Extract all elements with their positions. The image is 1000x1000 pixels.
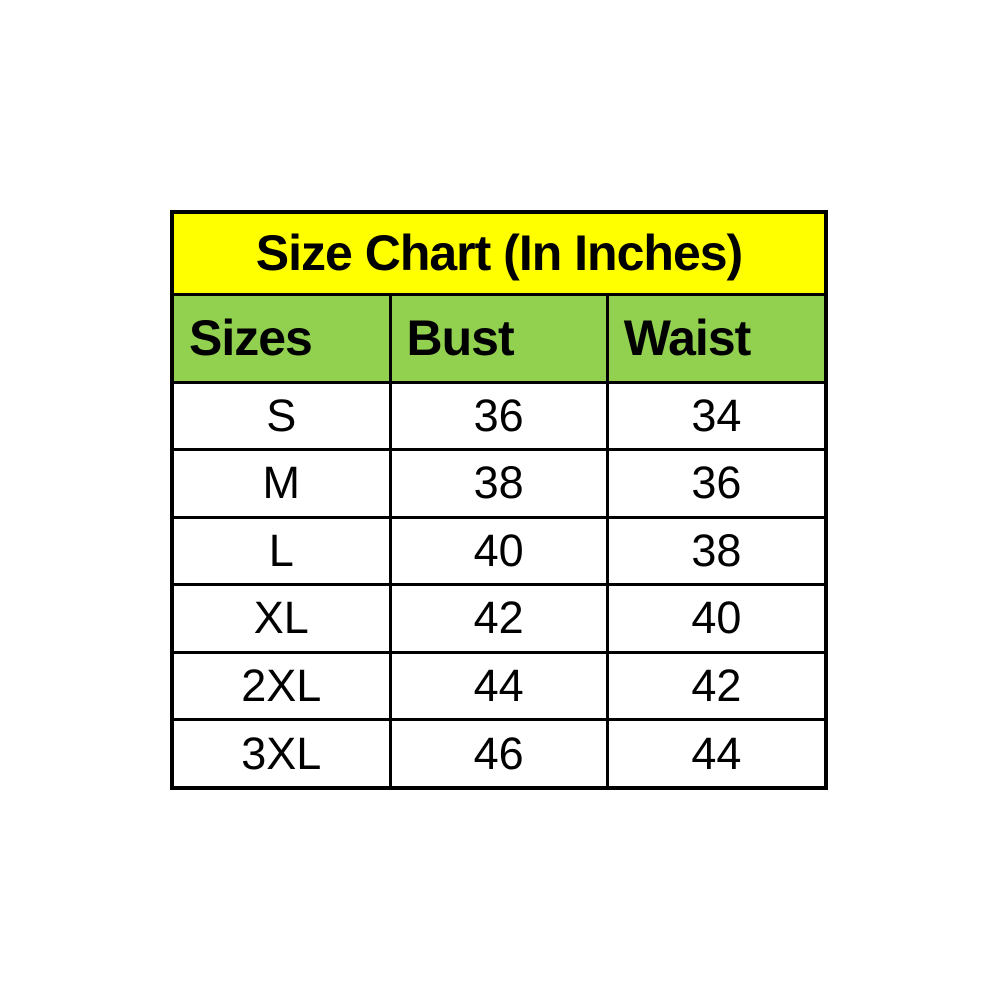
size-chart-table: Size Chart (In Inches) Sizes Bust Waist …: [170, 210, 828, 790]
size-label: M: [170, 448, 392, 519]
waist-value: 36: [605, 448, 828, 519]
waist-value: 34: [605, 380, 828, 452]
title-row: Size Chart (In Inches): [170, 210, 828, 296]
size-label: L: [170, 515, 392, 587]
column-header-bust: Bust: [388, 292, 609, 384]
waist-value: 44: [605, 718, 828, 790]
bust-value: 36: [388, 380, 609, 452]
table-row-s: S 36 34: [170, 380, 828, 452]
table-row-2xl: 2XL 44 42: [170, 650, 828, 722]
bust-value: 38: [388, 448, 609, 519]
size-label: S: [170, 380, 392, 452]
table-row-m: M 38 36: [170, 448, 828, 519]
size-label: XL: [170, 583, 392, 654]
size-label: 3XL: [170, 718, 392, 790]
bust-value: 42: [388, 583, 609, 654]
size-label: 2XL: [170, 650, 392, 722]
waist-value: 40: [605, 583, 828, 654]
bust-value: 40: [388, 515, 609, 587]
bust-value: 46: [388, 718, 609, 790]
column-header-waist: Waist: [605, 292, 828, 384]
waist-value: 38: [605, 515, 828, 587]
bust-value: 44: [388, 650, 609, 722]
table-row-3xl: 3XL 46 44: [170, 718, 828, 790]
waist-value: 42: [605, 650, 828, 722]
table-row-l: L 40 38: [170, 515, 828, 587]
table-title: Size Chart (In Inches): [170, 210, 828, 296]
table-row-xl: XL 42 40: [170, 583, 828, 654]
column-header-sizes: Sizes: [170, 292, 392, 384]
header-row: Sizes Bust Waist: [170, 292, 828, 384]
